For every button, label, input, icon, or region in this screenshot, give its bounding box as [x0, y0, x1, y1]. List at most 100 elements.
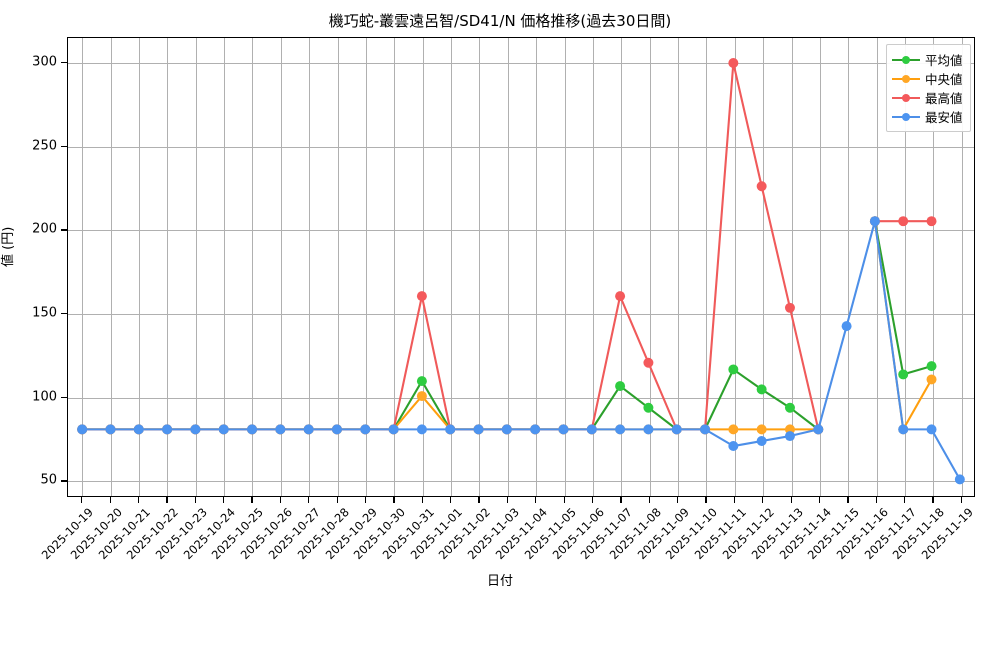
grid-line-horizontal: [68, 230, 974, 232]
series-2: [77, 58, 937, 435]
data-point: [784, 402, 795, 413]
x-axis-tick: [818, 497, 821, 503]
legend-label: 平均値: [925, 53, 963, 68]
data-point: [643, 402, 654, 413]
series-line: [81, 220, 961, 481]
data-point: [756, 181, 767, 192]
data-point: [671, 424, 682, 435]
data-point: [643, 424, 654, 435]
grid-line-vertical: [365, 38, 367, 496]
data-point: [445, 424, 456, 435]
x-axis-tick: [535, 497, 537, 503]
grid-line-vertical: [82, 38, 84, 496]
data-point: [303, 424, 314, 435]
grid-line-vertical: [224, 38, 226, 496]
series-layer: [77, 58, 965, 485]
series-3: [77, 216, 965, 485]
data-point: [360, 424, 371, 435]
legend-swatch-icon: [892, 91, 920, 105]
x-axis-tick: [279, 497, 282, 503]
data-point: [331, 424, 342, 435]
legend-swatch-icon: [892, 53, 920, 67]
data-point: [813, 424, 824, 435]
data-point: [586, 424, 597, 435]
x-axis-tick: [705, 497, 707, 503]
data-point: [926, 216, 937, 227]
data-point: [615, 291, 626, 302]
data-point: [728, 441, 739, 452]
data-point: [954, 474, 965, 485]
y-axis-tick: [61, 396, 67, 398]
x-axis-tick: [421, 497, 423, 503]
y-axis-tick-label: 250: [32, 138, 57, 154]
grid-line-vertical: [933, 38, 935, 496]
x-axis-tick: [733, 497, 736, 503]
x-axis-tick: [450, 497, 452, 503]
series-0: [77, 216, 937, 435]
data-point: [473, 424, 484, 435]
legend-item[interactable]: 最安値: [892, 107, 963, 126]
data-point: [869, 216, 880, 227]
y-axis-tick: [61, 145, 67, 148]
data-point: [615, 381, 626, 392]
legend-label: 最高値: [925, 91, 963, 106]
data-point: [700, 424, 711, 435]
y-axis-tick-label: 200: [32, 221, 57, 237]
x-axis-tick: [478, 497, 480, 503]
x-axis-tick: [960, 497, 963, 503]
grid-line-horizontal: [68, 63, 974, 65]
x-axis-tick: [81, 497, 83, 503]
x-axis-tick: [790, 497, 792, 503]
x-axis-tick: [194, 497, 196, 503]
x-axis-tick: [223, 497, 225, 503]
grid-line-horizontal: [68, 146, 974, 148]
data-point: [105, 424, 116, 435]
x-axis-tick: [847, 497, 849, 503]
data-point: [926, 374, 937, 385]
grid-line-vertical: [252, 38, 254, 496]
data-point: [898, 216, 909, 227]
grid-line-vertical: [961, 38, 963, 496]
grid-line-vertical: [905, 38, 907, 496]
x-axis-tick: [875, 497, 877, 503]
x-axis-tick: [166, 497, 168, 503]
data-point: [615, 424, 626, 435]
x-axis-tick: [762, 497, 764, 503]
y-axis-tick: [61, 313, 67, 315]
x-axis-tick: [677, 497, 679, 503]
y-axis-tick: [61, 480, 67, 482]
x-axis-tick: [109, 497, 111, 503]
data-point: [162, 424, 173, 435]
grid-line-vertical: [876, 38, 878, 496]
y-axis-label: 値 (円): [1, 226, 16, 267]
data-point: [643, 357, 654, 368]
grid-line-vertical: [110, 38, 112, 496]
y-axis-tick-label: 50: [40, 472, 57, 488]
x-axis-tick: [251, 497, 253, 503]
data-point: [841, 321, 852, 332]
grid-line-vertical: [621, 38, 623, 496]
legend-item[interactable]: 平均値: [892, 50, 963, 69]
x-axis-tick: [506, 497, 509, 503]
x-axis-tick: [648, 497, 650, 503]
data-point: [926, 361, 937, 372]
grid-line-vertical: [507, 38, 509, 496]
grid-line-horizontal: [68, 397, 974, 399]
chart-figure: 機巧蛇-叢雲遠呂智/SD41/N 価格推移(過去30日間) 値 (円) 日付 5…: [1, 12, 976, 589]
x-axis-tick: [308, 497, 310, 503]
data-point: [133, 424, 144, 435]
chart-title: 機巧蛇-叢雲遠呂智/SD41/N 価格推移(過去30日間): [328, 12, 672, 30]
grid-line-vertical: [819, 38, 821, 496]
grid-line-vertical: [706, 38, 708, 496]
grid-line-vertical: [734, 38, 736, 496]
legend-item[interactable]: 中央値: [892, 69, 963, 88]
data-point: [416, 376, 427, 387]
legend-swatch-icon: [892, 72, 920, 86]
data-point: [218, 424, 229, 435]
data-point: [416, 291, 427, 302]
x-axis-tick: [364, 497, 367, 503]
data-point: [388, 424, 399, 435]
grid-line-vertical: [280, 38, 282, 496]
legend-item[interactable]: 最高値: [892, 88, 963, 107]
y-axis-tick-label: 300: [32, 54, 57, 70]
